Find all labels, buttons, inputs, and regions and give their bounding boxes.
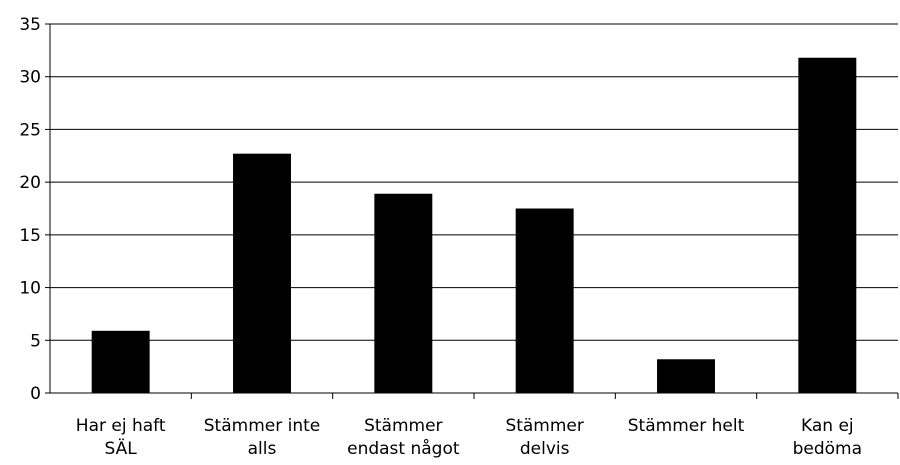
x-category-label-line: Kan ej [801,416,854,436]
x-category-label-line: alls [248,439,277,459]
x-category-label-line: SÄL [105,438,138,459]
x-category-label-line: endast något [347,438,460,459]
bar [374,193,433,393]
bar [233,153,291,393]
y-tick-label: 10 [19,279,41,299]
x-category-label: Stämmer delvis [505,416,583,459]
bars [91,57,857,393]
x-category-label-line: Stämmer inte [204,416,320,436]
x-category-label: Stämmer inte alls [204,416,320,459]
x-category-label: Stämmer endast något [347,416,460,459]
x-category-label: Kan ej bedöma [793,416,862,459]
x-category-label-line: delvis [520,439,570,459]
x-category-label-line: Stämmer helt [628,416,745,436]
bar [91,330,150,393]
x-category-label-line: Har ej haft [76,416,166,436]
bar [515,208,574,393]
y-tick-label: 20 [19,173,41,193]
y-axis-ticks: 0 5 10 15 20 25 30 35 [19,15,50,404]
x-category-label: Stämmer helt [628,416,745,436]
bar [657,359,715,393]
y-tick-label: 30 [19,68,41,88]
y-tick-label: 5 [30,331,41,351]
gridlines [50,23,898,341]
y-tick-label: 15 [19,226,41,246]
y-tick-label: 25 [19,120,41,140]
y-tick-label: 0 [30,384,41,404]
bar [798,57,857,393]
x-category-label-line: Stämmer [505,416,583,436]
y-tick-label: 35 [19,15,41,35]
x-category-label-line: Stämmer [364,416,442,436]
x-category-label-line: bedöma [793,439,862,459]
x-category-label: Har ej haft SÄL [76,416,166,459]
